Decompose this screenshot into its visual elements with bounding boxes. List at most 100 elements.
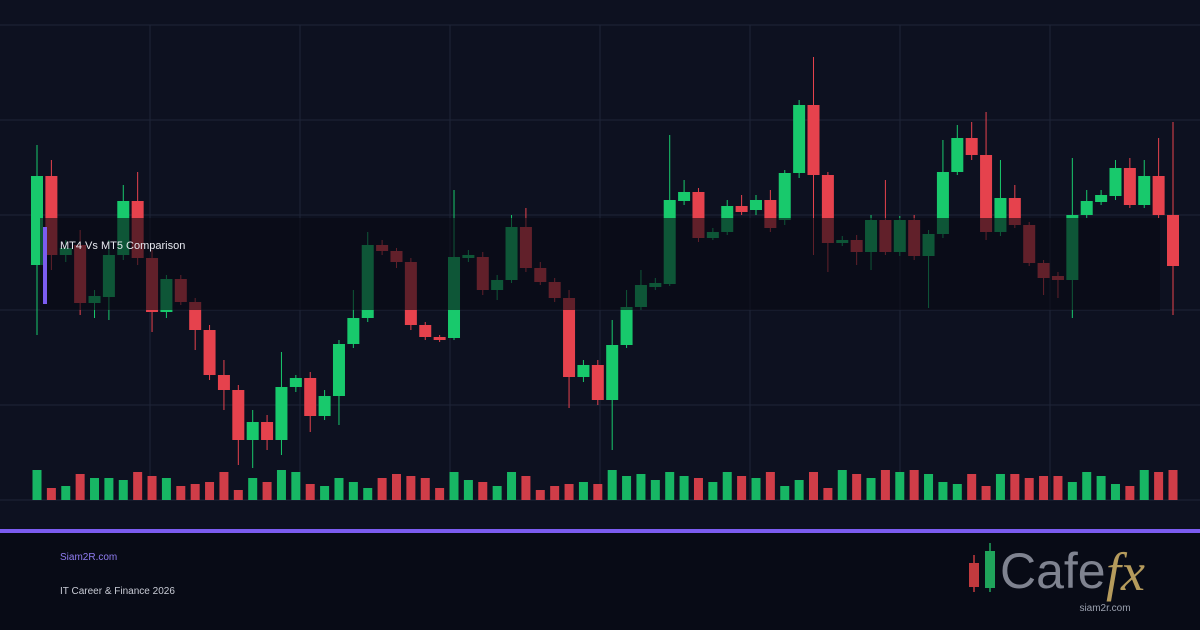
volume-bar bbox=[794, 480, 804, 500]
candle-body bbox=[563, 298, 576, 377]
volume-bar bbox=[837, 470, 847, 500]
volume-bar bbox=[449, 472, 459, 500]
volume-bar bbox=[967, 474, 977, 500]
volume-bar bbox=[320, 486, 330, 500]
volume-bar bbox=[176, 486, 186, 500]
volume-bar bbox=[1010, 474, 1020, 500]
candle-body bbox=[1167, 215, 1179, 266]
volume-bar bbox=[291, 472, 301, 500]
volume-bar bbox=[492, 486, 502, 500]
site-name: Siam2R.com bbox=[60, 552, 117, 563]
volume-bar bbox=[593, 484, 603, 500]
volume-bar bbox=[1024, 478, 1034, 500]
volume-bar bbox=[1154, 472, 1164, 500]
volume-bar bbox=[90, 478, 100, 500]
volume-bar bbox=[751, 478, 761, 500]
candle-body bbox=[678, 192, 691, 201]
volume-bar bbox=[1039, 476, 1049, 500]
candle-body bbox=[232, 390, 245, 440]
logo-suffix: fx bbox=[1106, 542, 1145, 602]
candle-body bbox=[318, 396, 331, 416]
candle-body bbox=[1080, 201, 1093, 215]
candle-body bbox=[347, 318, 360, 344]
volume-bar bbox=[852, 474, 862, 500]
volume-bar bbox=[463, 480, 473, 500]
volume-bar bbox=[780, 486, 790, 500]
volume-bar bbox=[435, 488, 445, 500]
candle-body bbox=[433, 337, 446, 340]
volume-bar bbox=[995, 474, 1005, 500]
volume-bar bbox=[507, 472, 517, 500]
footer-bg bbox=[0, 533, 1200, 630]
volume-bar bbox=[722, 472, 732, 500]
volume-bar bbox=[75, 474, 85, 500]
candle-body bbox=[577, 365, 590, 377]
candle-body bbox=[591, 365, 604, 400]
candle-body bbox=[735, 206, 748, 212]
volume-bar bbox=[147, 476, 157, 500]
volume-bar bbox=[1168, 470, 1178, 500]
volume-bar bbox=[981, 486, 991, 500]
candle-body bbox=[332, 344, 345, 396]
volume-bar bbox=[248, 478, 258, 500]
volume-bar bbox=[133, 472, 143, 500]
volume-bar bbox=[765, 472, 775, 500]
candle-body bbox=[951, 138, 964, 172]
candle-body bbox=[419, 325, 432, 337]
volume-bar bbox=[1096, 476, 1106, 500]
volume-bar bbox=[952, 484, 962, 500]
volume-bar bbox=[880, 470, 890, 500]
candle-body bbox=[965, 138, 978, 155]
volume-bar bbox=[219, 472, 229, 500]
volume-bar bbox=[406, 476, 416, 500]
tagline: IT Career & Finance 2026 bbox=[60, 586, 175, 597]
candle-body bbox=[304, 378, 317, 416]
volume-bar bbox=[1082, 472, 1092, 500]
volume-bar bbox=[622, 476, 632, 500]
volume-bar bbox=[276, 470, 286, 500]
title-band bbox=[40, 218, 1160, 310]
volume-bar bbox=[377, 478, 387, 500]
logo-url: siam2r.com bbox=[1079, 603, 1130, 614]
chart-title: MT4 Vs MT5 Comparison bbox=[60, 240, 185, 252]
candle-body bbox=[606, 345, 619, 400]
volume-bar bbox=[679, 476, 689, 500]
volume-bar bbox=[205, 482, 215, 500]
volume-bar bbox=[924, 474, 934, 500]
candle-body bbox=[217, 375, 230, 390]
candle-body bbox=[807, 105, 820, 175]
volume-bar bbox=[32, 470, 42, 500]
candle-body bbox=[1123, 168, 1136, 205]
volume-bar bbox=[233, 490, 243, 500]
volume-bar bbox=[118, 480, 128, 500]
candle-body bbox=[203, 330, 216, 375]
volume-bar bbox=[104, 478, 114, 500]
volume-bar bbox=[938, 482, 948, 500]
volume-bar bbox=[1139, 470, 1149, 500]
candle-body bbox=[1138, 176, 1151, 205]
volume-bar bbox=[363, 488, 373, 500]
volume-bar bbox=[550, 486, 560, 500]
volume-bar bbox=[478, 482, 488, 500]
volume-bar bbox=[693, 478, 703, 500]
volume-bar bbox=[334, 478, 344, 500]
candle-body bbox=[246, 422, 259, 440]
volume-bar bbox=[909, 470, 919, 500]
candle-body bbox=[1095, 195, 1108, 202]
candle-body bbox=[749, 200, 762, 210]
volume-bar bbox=[665, 472, 675, 500]
volume-bar bbox=[262, 482, 272, 500]
volume-bar bbox=[1053, 476, 1063, 500]
logo-icon bbox=[969, 563, 979, 587]
volume-bar bbox=[521, 476, 531, 500]
volume-bar bbox=[737, 476, 747, 500]
volume-bar bbox=[46, 488, 56, 500]
candle-body bbox=[793, 105, 806, 173]
volume-bar bbox=[578, 482, 588, 500]
volume-bar bbox=[305, 484, 315, 500]
candle-body bbox=[980, 155, 993, 232]
logo: Cafe fx siam2r.com bbox=[969, 542, 1145, 614]
title-accent bbox=[43, 227, 47, 304]
volume-bar bbox=[895, 472, 905, 500]
